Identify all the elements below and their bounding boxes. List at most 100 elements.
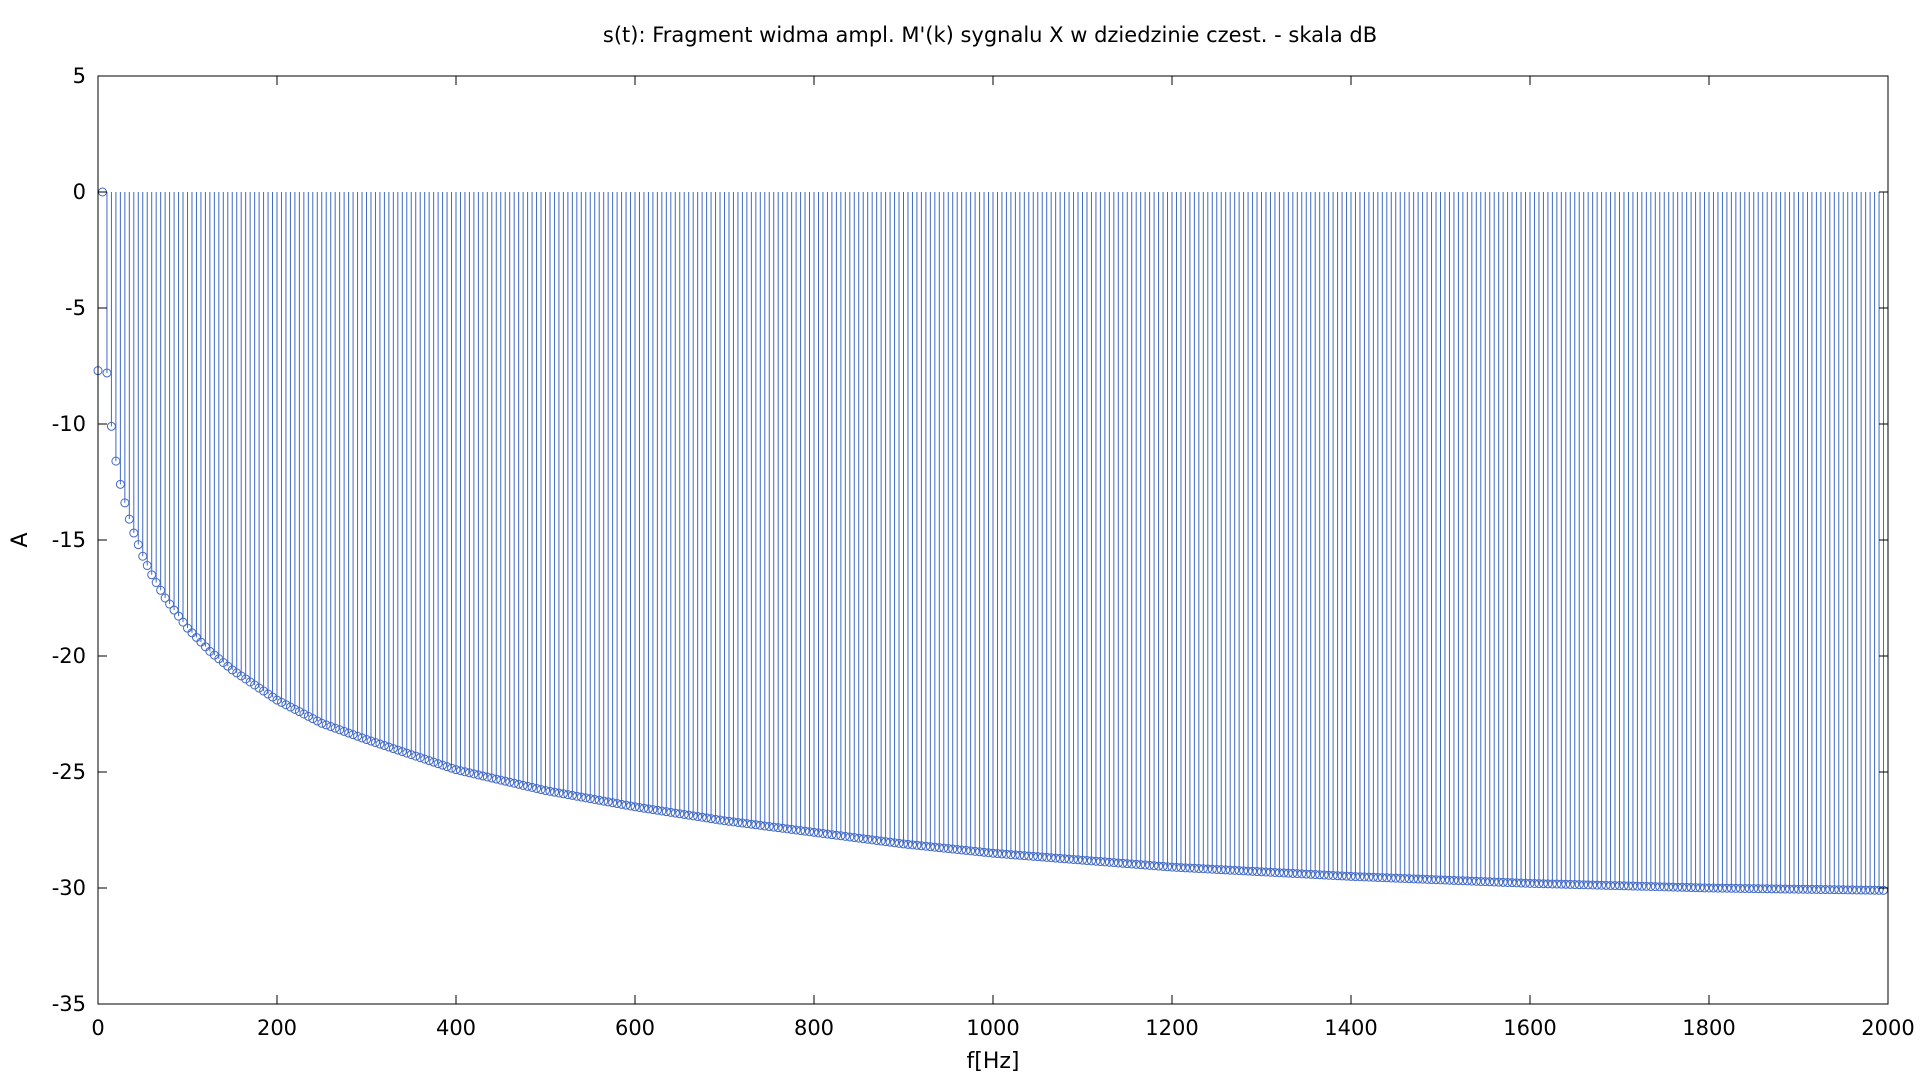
data-point-marker [527, 782, 537, 792]
data-point-marker [1538, 879, 1548, 889]
data-point-marker [948, 844, 958, 854]
data-point-marker [1288, 868, 1298, 878]
data-point-marker [541, 786, 550, 796]
data-point-marker [1811, 884, 1821, 894]
data-point-marker [1203, 864, 1213, 874]
data-point-marker [849, 833, 859, 843]
data-point-marker [805, 827, 815, 837]
data-point-marker [1753, 884, 1763, 894]
data-point-marker [970, 846, 980, 856]
data-point-marker [1422, 874, 1432, 884]
data-point-marker [1771, 884, 1781, 894]
data-point-marker [191, 632, 201, 642]
data-point-marker [1565, 879, 1575, 889]
data-point-marker [1641, 881, 1651, 891]
data-point-marker [1623, 881, 1633, 891]
data-point-marker [1691, 883, 1701, 893]
data-point-marker [1606, 880, 1616, 890]
data-point-marker [491, 774, 501, 784]
data-point-marker [554, 788, 564, 798]
data-point-marker [979, 847, 989, 857]
data-point-marker [603, 797, 613, 807]
data-point-marker [133, 540, 143, 550]
data-point-marker [469, 769, 479, 779]
data-point-marker [791, 825, 801, 835]
data-point-marker [1834, 885, 1844, 895]
data-point-marker [200, 642, 210, 652]
data-point-marker [1279, 868, 1289, 878]
data-point-marker [1078, 855, 1087, 865]
y-tick-label: 5 [73, 64, 86, 88]
data-point-marker [1409, 874, 1419, 884]
data-point-marker [1095, 857, 1105, 867]
data-point-marker [549, 787, 559, 797]
data-point-marker [1355, 872, 1365, 882]
data-point-marker [661, 807, 671, 817]
data-point-marker [464, 768, 474, 778]
data-point-marker [165, 599, 175, 609]
data-point-marker [675, 809, 685, 819]
data-point-marker [1726, 883, 1736, 893]
y-tick-label: -5 [65, 296, 86, 320]
data-point-marker [1234, 866, 1244, 876]
data-point-marker [1386, 873, 1396, 883]
data-point-marker [1789, 884, 1799, 894]
data-point-marker [1740, 883, 1750, 893]
data-point-marker [939, 843, 949, 853]
data-point-marker [1494, 877, 1504, 887]
data-point-marker [1843, 885, 1853, 895]
data-point-marker [1865, 885, 1875, 895]
data-point-marker [402, 748, 412, 758]
data-point-marker [1315, 870, 1325, 880]
data-point-marker [1136, 860, 1146, 870]
y-tick-label: -35 [52, 992, 86, 1016]
data-point-marker [250, 680, 260, 690]
x-tick-label: 0 [91, 1016, 104, 1040]
data-point-marker [621, 800, 631, 810]
data-point-marker [1082, 856, 1092, 866]
data-point-marker [697, 812, 707, 822]
data-point-marker [1060, 854, 1070, 864]
data-point-marker [1458, 876, 1468, 886]
data-point-marker [720, 816, 729, 826]
data-point-marker [294, 707, 304, 717]
data-point-marker [1113, 858, 1123, 868]
x-tick-label: 400 [436, 1016, 476, 1040]
data-point-marker [290, 704, 300, 714]
data-point-marker [934, 843, 944, 853]
stems-group [97, 192, 1885, 891]
data-point-marker [1189, 863, 1199, 873]
data-point-marker [840, 831, 850, 841]
data-point-marker [755, 820, 765, 830]
data-point-marker [1807, 884, 1817, 894]
data-point-marker [460, 767, 470, 777]
data-point-marker [787, 824, 797, 834]
data-point-marker [952, 844, 962, 854]
data-point-marker [1436, 875, 1445, 885]
data-point-marker [357, 733, 367, 743]
data-point-marker [138, 551, 148, 561]
data-point-marker [894, 838, 904, 848]
x-tick-label: 2000 [1861, 1016, 1914, 1040]
data-point-marker [259, 686, 269, 696]
data-point-marker [1265, 867, 1275, 877]
data-point-marker [420, 754, 430, 764]
x-tick-label: 1400 [1324, 1016, 1377, 1040]
data-point-marker [648, 805, 658, 815]
data-point-marker [482, 772, 492, 782]
data-point-marker [1145, 860, 1155, 870]
data-point-marker [702, 813, 712, 823]
data-point-marker [500, 776, 510, 786]
data-point-marker [1619, 881, 1629, 891]
data-point-marker [178, 617, 188, 627]
data-point-marker [183, 623, 192, 633]
data-point-marker [1185, 863, 1195, 873]
data-point-marker [1628, 881, 1638, 891]
data-point-marker [992, 849, 1002, 859]
chart-title: s(t): Fragment widma ampl. M'(k) sygnalu… [603, 23, 1377, 47]
data-point-marker [1283, 868, 1293, 878]
data-point-marker [1758, 884, 1768, 894]
data-point-marker [975, 847, 985, 857]
data-point-marker [147, 570, 157, 580]
